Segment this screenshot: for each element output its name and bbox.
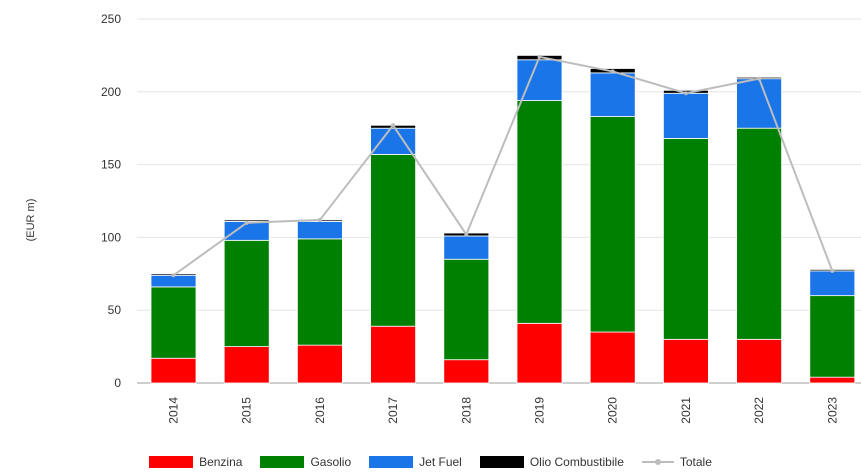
bar-jet-fuel <box>589 72 636 117</box>
y-tick-label: 50 <box>108 303 122 317</box>
x-tick-label: 2017 <box>386 397 400 424</box>
bar-benzina <box>150 357 197 384</box>
x-tick-label: 2016 <box>313 397 327 424</box>
total-line-path <box>172 55 834 277</box>
bar-benzina <box>370 325 417 384</box>
bar-benzina <box>443 359 490 384</box>
bar-gasolio <box>150 286 197 359</box>
legend-item-olio-combustibile: Olio Combustibile <box>479 455 624 469</box>
legend-item-benzina: Benzina <box>149 455 242 469</box>
chart: 0 50 100 150 200 250 (EUR m) 2014 2015 2016 2017… <box>25 12 861 424</box>
x-tick-label: 2023 <box>825 397 839 424</box>
bar-gasolio <box>516 100 563 324</box>
total-point <box>537 54 542 59</box>
legend-item-totale: Totale <box>641 455 712 469</box>
legend-swatch-gasolio <box>260 456 305 468</box>
x-tick-label: 2022 <box>752 397 766 424</box>
total-point <box>757 76 762 81</box>
x-tick-label: 2021 <box>679 397 693 424</box>
bar-gasolio <box>663 137 709 340</box>
bar-benzina <box>296 344 343 384</box>
total-point <box>171 273 176 278</box>
bar-gasolio <box>809 295 856 378</box>
total-point <box>683 91 688 96</box>
total-line <box>171 54 835 278</box>
y-axis-ticks: 0 50 100 150 200 250 <box>101 12 121 390</box>
y-tick-label: 0 <box>114 376 121 390</box>
y-tick-label: 100 <box>101 230 121 244</box>
legend-item-jet-fuel: Jet Fuel <box>369 455 462 469</box>
bar-gasolio <box>736 127 782 340</box>
y-tick-label: 200 <box>101 85 121 99</box>
y-tick-label: 250 <box>101 12 121 26</box>
x-tick-label: 2015 <box>240 397 254 424</box>
legend-label-olio-combustibile: Olio Combustibile <box>529 455 624 469</box>
x-axis-ticks: 2014 2015 2016 2017 2018 2019 2020 2021 2022 2023 <box>167 397 840 424</box>
y-axis-label: (EUR m) <box>25 199 37 242</box>
bars <box>150 55 856 384</box>
x-tick-label: 2020 <box>606 397 620 424</box>
bar-jet-fuel <box>370 127 417 155</box>
bar-gasolio <box>589 116 636 333</box>
legend-label-totale: Totale <box>679 455 712 469</box>
legend-label-gasolio: Gasolio <box>310 455 352 469</box>
bar-benzina <box>516 322 563 384</box>
bar-gasolio <box>223 239 270 347</box>
total-point <box>391 123 396 128</box>
bar-jet-fuel <box>809 270 856 297</box>
x-tick-label: 2018 <box>459 397 473 424</box>
y-tick-label: 150 <box>101 158 121 172</box>
bar-benzina <box>736 338 782 384</box>
bar-benzina <box>223 346 270 384</box>
bar-benzina <box>589 331 636 384</box>
legend-swatch-jet-fuel <box>369 456 414 468</box>
bar-benzina <box>809 376 856 384</box>
total-point <box>317 217 322 222</box>
bar-gasolio <box>296 238 343 346</box>
legend-swatch-olio-combustibile <box>479 456 524 468</box>
x-tick-label: 2014 <box>167 397 181 424</box>
legend-swatch-totale <box>641 456 674 468</box>
total-point <box>244 220 249 225</box>
bar-benzina <box>663 338 709 384</box>
legend-item-gasolio: Gasolio <box>260 455 351 469</box>
bar-jet-fuel <box>296 220 343 240</box>
bar-gasolio <box>370 154 417 327</box>
bar-jet-fuel <box>443 235 490 260</box>
legend: Benzina Gasolio Jet Fuel Olio Combustibi… <box>0 451 861 473</box>
legend-swatch-benzina <box>149 456 194 468</box>
total-point <box>610 69 615 74</box>
bar-jet-fuel <box>663 92 709 139</box>
legend-label-jet-fuel: Jet Fuel <box>419 455 462 469</box>
total-point <box>830 268 835 273</box>
x-tick-label: 2019 <box>533 397 547 424</box>
total-point <box>464 232 469 237</box>
bar-gasolio <box>443 258 490 361</box>
legend-label-benzina: Benzina <box>199 455 243 469</box>
